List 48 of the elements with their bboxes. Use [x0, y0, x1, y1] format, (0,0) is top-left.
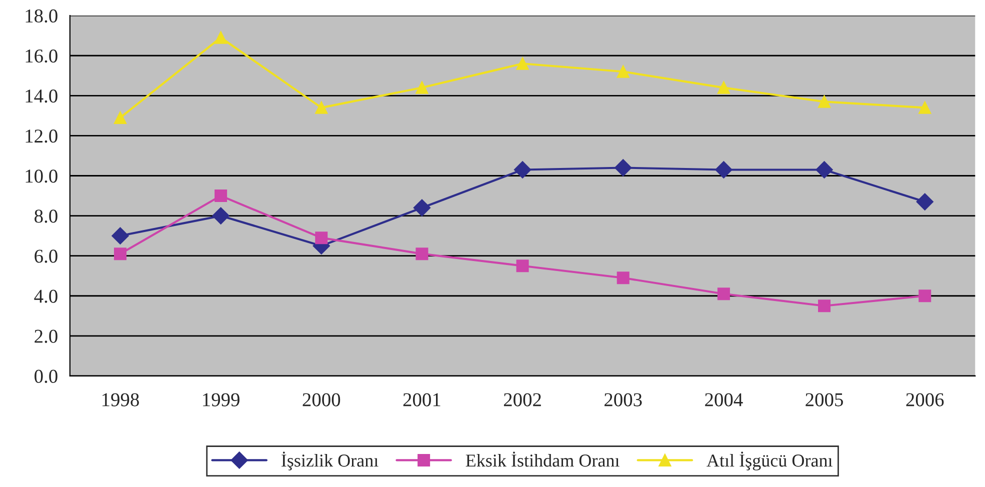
point: [516, 260, 529, 272]
x-tick-label: 2003: [604, 393, 642, 406]
x-tick-label: 1998: [102, 393, 139, 406]
y-tick-label: 0.0: [34, 370, 58, 383]
y-tick-label: 8.0: [34, 210, 58, 223]
point: [212, 207, 230, 224]
legend-label: Eksik İstihdam Oranı: [466, 452, 620, 467]
point: [114, 248, 126, 260]
point: [614, 159, 632, 176]
x-tick-label: 2004: [705, 393, 743, 406]
point: [818, 300, 831, 312]
legend-label: İşsizlik Oranı: [282, 452, 378, 470]
x-tick-label: 1999: [203, 393, 240, 406]
point: [214, 31, 228, 44]
point: [616, 272, 630, 284]
y-tick-label: 6.0: [34, 250, 58, 263]
x-tick-label: 2000: [302, 393, 340, 406]
point: [816, 161, 833, 178]
point: [114, 111, 126, 124]
y-tick-label: 14.0: [26, 89, 58, 103]
y-tick-label: 4.0: [34, 290, 58, 303]
point: [214, 190, 228, 202]
point: [514, 161, 532, 178]
x-tick-label: 2006: [906, 393, 944, 406]
y-tick-label: 10.0: [26, 170, 58, 183]
x-tick-label: 2005: [806, 393, 843, 406]
point: [413, 199, 431, 216]
point: [516, 57, 529, 70]
point: [818, 95, 831, 108]
x-tick-label: 2001: [403, 393, 440, 406]
point: [916, 193, 934, 210]
point: [918, 290, 932, 302]
point: [715, 161, 732, 178]
point: [416, 248, 428, 260]
y-tick-label: 2.0: [34, 330, 58, 343]
point: [112, 227, 129, 244]
point: [416, 81, 428, 94]
point: [918, 101, 932, 114]
y-tick-label: 18.0: [26, 9, 58, 23]
y-tick-label: 12.0: [26, 130, 58, 143]
point: [717, 81, 730, 94]
y-tick-label: 16.0: [26, 49, 58, 63]
x-tick-label: 2002: [504, 393, 541, 406]
point: [315, 232, 328, 244]
point: [616, 65, 630, 78]
legend-label: Atıl İşgücü Oranı: [706, 452, 832, 470]
point: [315, 101, 328, 114]
point: [717, 288, 730, 300]
